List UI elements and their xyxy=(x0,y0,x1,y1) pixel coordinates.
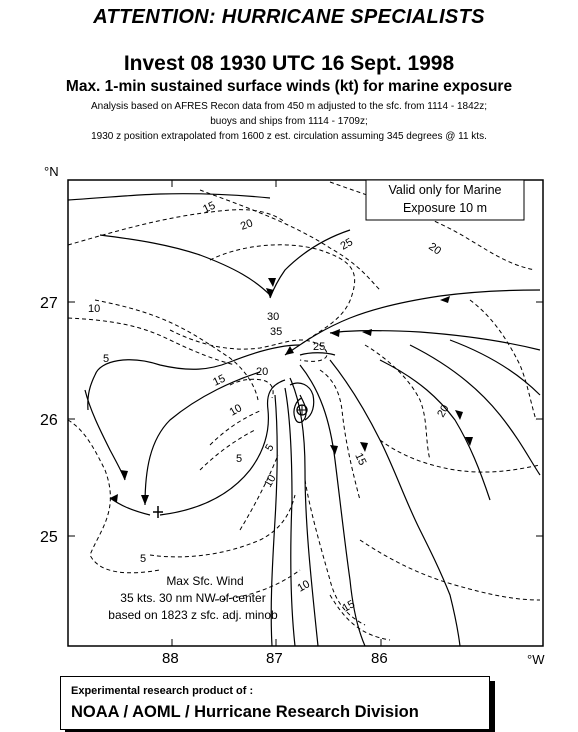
contour-label: 10 xyxy=(262,473,279,490)
contour-label: 20 xyxy=(426,241,443,258)
contour-label: 20 xyxy=(239,217,255,232)
contour-label: 35 xyxy=(270,326,282,338)
validity-note-line2: Exposure 10 m xyxy=(403,201,487,215)
max-wind-annotation: Max Sfc. Wind 35 kts. 30 nm NW of center… xyxy=(108,574,278,622)
contour-label: 10 xyxy=(88,303,100,315)
streamline-arrowheads xyxy=(110,278,473,505)
max-wind-line3: based on 1823 z sfc. adj. minob xyxy=(108,608,278,622)
streamlines xyxy=(67,193,541,647)
page-subtitle: Max. 1-min sustained surface winds (kt) … xyxy=(65,78,513,95)
analysis-note-1: Analysis based on AFRES Recon data from … xyxy=(91,101,487,112)
footer-credit-line2: NOAA / AOML / Hurricane Research Divisio… xyxy=(71,703,419,721)
lon-unit-label: °W xyxy=(527,652,545,667)
contour-label: 25 xyxy=(339,236,356,253)
contour-label: 5 xyxy=(263,442,276,453)
contour-label: 10 xyxy=(296,578,313,595)
lat-label-27: 27 xyxy=(40,295,58,312)
validity-note-line1: Valid only for Marine xyxy=(388,183,501,197)
analysis-note-3: 1930 z position extrapolated from 1600 z… xyxy=(91,131,487,142)
circulation-center-marker xyxy=(296,404,308,416)
page-title: Invest 08 1930 UTC 16 Sept. 1998 xyxy=(123,52,455,75)
contour-label: 15 xyxy=(201,200,217,216)
contour-label: 5 xyxy=(140,553,146,565)
contour-label: 10 xyxy=(228,402,245,419)
contour-label: 5 xyxy=(103,353,109,365)
max-wind-line1: Max Sfc. Wind xyxy=(166,574,243,588)
lon-label-86: 86 xyxy=(371,650,388,667)
contour-label: 15 xyxy=(341,598,358,615)
analysis-note-2: buoys and ships from 1114 - 1709z; xyxy=(210,116,368,127)
contour-label: 20 xyxy=(256,366,268,378)
lat-unit-label: °N xyxy=(44,164,59,179)
wind-analysis-map: °N °W 27 26 25 88 87 86 xyxy=(40,164,545,667)
lon-label-87: 87 xyxy=(266,650,283,667)
contour-label: 5 xyxy=(236,453,242,465)
contour-label: 20 xyxy=(435,403,452,420)
map-frame xyxy=(67,179,544,647)
max-wind-location-marker xyxy=(153,506,163,518)
isotach-contours xyxy=(67,181,541,641)
contour-label: 25 xyxy=(313,341,325,353)
attention-banner: ATTENTION: HURRICANE SPECIALISTS xyxy=(93,6,485,28)
lat-label-26: 26 xyxy=(40,412,58,429)
validity-note-box: Valid only for Marine Exposure 10 m xyxy=(365,179,525,221)
contour-label: 15 xyxy=(211,373,227,389)
lat-tick-marks xyxy=(68,180,543,646)
footer-credit-line1: Experimental research product of : xyxy=(71,685,254,697)
lat-label-25: 25 xyxy=(40,529,58,546)
contour-label: 15 xyxy=(352,451,368,467)
footer-credit-box: Experimental research product of : NOAA … xyxy=(60,676,490,730)
max-wind-line2: 35 kts. 30 nm NW of center xyxy=(120,591,265,605)
contour-label: 30 xyxy=(267,311,279,323)
lon-label-88: 88 xyxy=(162,650,179,667)
